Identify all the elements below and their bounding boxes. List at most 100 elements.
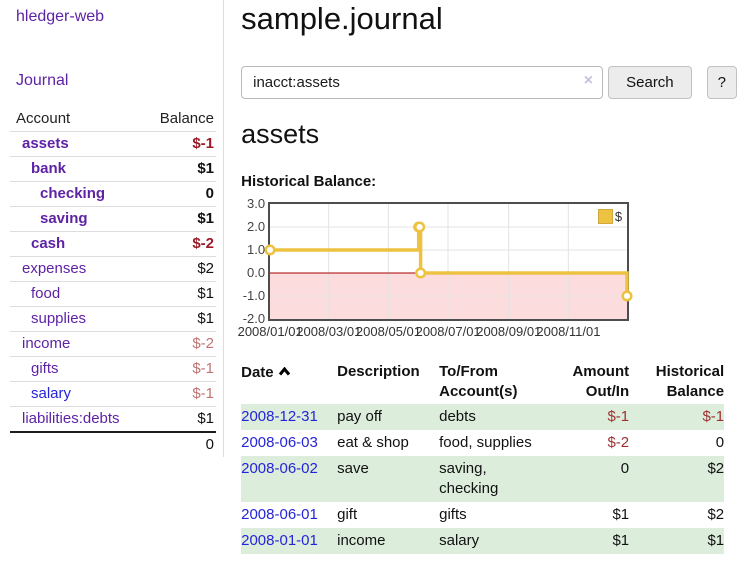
transaction-accounts: food, supplies [439,433,532,451]
transaction-description: eat & shop [337,433,409,451]
account-balance: $-2 [141,231,216,257]
account-balance: $1 [141,406,216,433]
account-link[interactable]: income [22,335,71,352]
transaction-description: income [337,531,386,549]
accounts-header-balance: Balance [141,107,216,132]
register-header-description: Description [337,362,420,380]
account-row: assets $-1 [10,131,216,157]
sidebar-item-journal[interactable]: Journal [16,72,69,89]
search-button[interactable]: Search [608,66,692,100]
register-header-date[interactable]: Date [241,360,337,404]
transaction-date-link[interactable]: 2008-06-01 [241,505,318,523]
transaction-balance: $-1 [702,407,725,425]
search-input[interactable] [241,66,604,100]
x-axis-tick-label: 2008/03/01 [296,323,362,339]
account-balance: $1 [141,206,216,232]
account-row: salary $-1 [10,381,216,407]
account-row: checking 0 [10,181,216,207]
account-balance: $-1 [141,356,216,382]
transaction-date-link[interactable]: 2008-12-31 [241,407,318,425]
account-balance: $1 [141,306,216,332]
register-row: 2008-01-01 income salary $1 $1 [241,527,725,554]
x-axis-tick-label: 2008/05/01 [355,323,422,339]
register-header-row: Date Description To/From Account(s) Amou… [241,360,724,404]
account-balance: $-2 [141,331,216,357]
transaction-accounts: gifts [439,505,467,523]
register-header-balance: Historical Balance [655,362,725,400]
transaction-amount: 0 [620,459,630,477]
transaction-balance: 0 [715,433,725,451]
transaction-date-link[interactable]: 2008-06-03 [241,433,318,451]
accounts-header-account: Account [10,107,142,132]
account-row: saving $1 [10,206,216,232]
account-row: liabilities:debts $1 [10,406,216,433]
account-link[interactable]: cash [31,235,66,252]
sidebar: hledger-web Journal Account Balance asse… [0,0,225,457]
y-axis-tick-label: 3.0 [247,195,266,211]
account-link[interactable]: food [31,285,61,302]
account-balance: $1 [141,281,216,307]
y-axis-tick-label: 1.0 [247,241,266,257]
account-row: gifts $-1 [10,356,216,382]
account-row: food $1 [10,281,216,307]
account-row: expenses $2 [10,256,216,282]
transaction-accounts: salary [439,531,480,549]
transaction-accounts: debts [439,407,476,425]
register-header-accounts: To/From Account(s) [439,362,518,400]
y-axis-tick-label: 2.0 [247,218,266,234]
x-axis-tick-label: 2008/01/01 [237,323,303,339]
transaction-accounts: saving, checking [439,459,499,497]
transaction-amount: $-2 [607,433,630,451]
transaction-amount: $1 [612,531,630,549]
account-heading: assets [241,119,320,150]
account-balance: $1 [141,156,216,182]
x-axis-tick-label: 2008/09/01 [476,323,542,339]
account-link[interactable]: liabilities:debts [22,410,120,427]
transaction-date-link[interactable]: 2008-06-02 [241,459,318,477]
accounts-total-row: 0 [10,431,216,457]
transaction-description: pay off [337,407,382,425]
register-row: 2008-12-31 pay off debts $-1 $-1 [241,403,725,430]
app-title-link[interactable]: hledger-web [16,8,105,25]
legend-swatch-icon [597,208,613,224]
chart-legend: $ [597,208,623,224]
transaction-balance: $2 [707,505,725,523]
account-link[interactable]: salary [31,385,72,402]
account-link[interactable]: checking [40,185,106,202]
historical-balance-chart[interactable]: $3.0 2.0 1.0 0.0 -1.0 -2.0 2008/01/01 2008/03/0… [237,196,721,343]
y-axis-tick-label: 0.0 [247,264,266,280]
account-link[interactable]: supplies [31,310,87,327]
accounts-table: Account Balance assets $-1 bank $1 check… [10,107,216,457]
transaction-date-link[interactable]: 2008-01-01 [241,531,318,549]
y-axis-tick-label: -1.0 [242,287,266,303]
transaction-description: gift [337,505,358,523]
accounts-header-row: Account Balance [10,107,216,132]
account-link[interactable]: bank [31,160,67,177]
legend-label: $ [614,208,623,224]
transaction-balance: $2 [707,459,725,477]
account-balance: $2 [141,256,216,282]
sort-ascending-icon [278,362,291,382]
account-link[interactable]: assets [22,135,69,152]
accounts-total-value: 0 [141,431,216,457]
register-header-amount: Amount Out/In [572,362,630,400]
transaction-amount: $1 [612,505,630,523]
transaction-balance: $1 [707,531,725,549]
account-row: cash $-2 [10,231,216,257]
chart-plot-area[interactable]: $ [264,201,633,321]
account-balance: $-1 [141,131,216,157]
account-row: income $-2 [10,331,216,357]
main-panel: sample.journal × Search ? assets Histori… [224,0,742,554]
search-form: × Search ? [241,66,737,100]
register-row: 2008-06-02 save saving, checking 0 $2 [241,455,725,502]
account-row: supplies $1 [10,306,216,332]
account-balance: $-1 [141,381,216,407]
account-link[interactable]: expenses [22,260,87,277]
account-link[interactable]: saving [40,210,88,227]
help-button[interactable]: ? [706,66,737,100]
account-link[interactable]: gifts [31,360,59,377]
app-root: hledger-web Journal Account Balance asse… [0,0,742,554]
chart-title: Historical Balance: [241,172,377,190]
account-row: bank $1 [10,156,216,182]
clear-search-icon[interactable]: × [583,72,594,90]
